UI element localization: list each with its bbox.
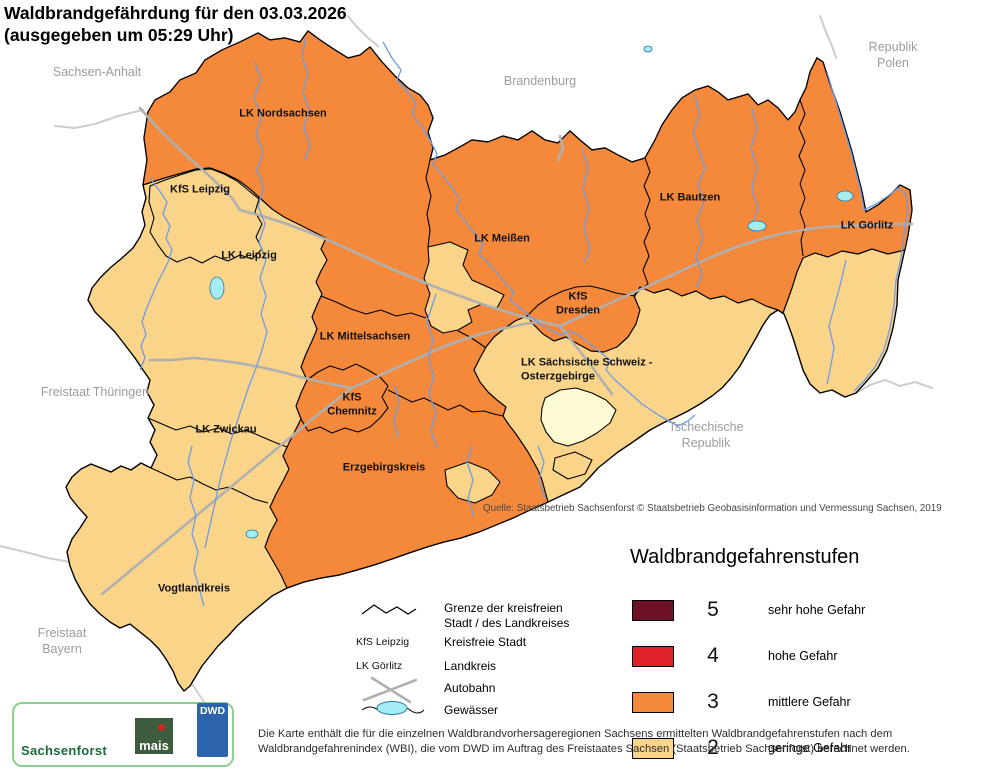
label-erzgebirgskreis: Erzgebirgskreis xyxy=(342,461,426,474)
legend-value-5: 5 xyxy=(707,598,719,621)
legend-swatch-2 xyxy=(632,737,674,759)
sachsenforst-logo-text: Sachsenforst xyxy=(21,743,107,758)
key-district-sample: LK Görlitz xyxy=(356,660,403,672)
legend-row-2: 2 geringe Gefahr xyxy=(630,736,980,759)
legend-row-3: 3 mittlere Gefahr xyxy=(630,690,980,713)
key-city-label: Kreisfreie Stadt xyxy=(444,635,527,649)
district-boundaries xyxy=(147,99,806,504)
dwd-logo: DWD xyxy=(197,703,228,757)
label-bautzen: LK Bautzen xyxy=(659,191,721,204)
label-nordsachsen: LK Nordsachsen xyxy=(239,107,327,120)
mais-logo: mais xyxy=(135,718,173,754)
key-boundary-glyph xyxy=(361,604,417,615)
key-water-label: Gewässer xyxy=(444,703,499,717)
legend-swatch-5 xyxy=(632,599,674,621)
label-thueringen: Freistaat Thüringen xyxy=(40,385,150,399)
legend-row-4: 4 hohe Gefahr xyxy=(630,644,980,667)
map-source-note: Quelle: Staatsbetrieb Sachsenforst © Sta… xyxy=(483,503,942,514)
legend-label-2: geringe Gefahr xyxy=(768,741,852,755)
legend-value-3: 3 xyxy=(707,690,719,713)
legend-label-3: mittlere Gefahr xyxy=(768,695,851,709)
title-line2: (ausgegeben um 05:29 Uhr) xyxy=(4,25,234,45)
level2-patches xyxy=(423,241,593,504)
legend-row-5: 5 sehr hohe Gefahr xyxy=(630,598,980,621)
legend-swatch-3 xyxy=(632,691,674,713)
legend-label-5: sehr hohe Gefahr xyxy=(768,603,866,617)
dwd-logo-text: DWD xyxy=(199,705,226,717)
key-autobahn-label: Autobahn xyxy=(444,681,496,695)
lakes xyxy=(209,45,854,539)
label-zwickau: LK Zwickau xyxy=(195,423,257,436)
rivers xyxy=(139,37,909,607)
label-saechsische-schweiz: LK Sächsische Schweiz - Osterzgebirge xyxy=(521,356,653,383)
label-tschechien: Tschechische Republik xyxy=(668,420,744,450)
label-lk-leipzig: LK Leipzig xyxy=(221,249,277,262)
key-district-label: Landkreis xyxy=(444,659,497,673)
key-boundary-label: Grenze der kreisfreien Stadt / des Landk… xyxy=(444,601,570,630)
label-meissen: LK Meißen xyxy=(474,232,530,245)
label-kfs-leipzig: KfS Leipzig xyxy=(170,183,230,196)
label-polen: Republik Polen xyxy=(868,40,918,70)
label-chemnitz: KfS Chemnitz xyxy=(327,391,377,418)
key-city-sample: KfS Leipzig xyxy=(356,636,410,648)
autobahn-lines xyxy=(100,106,914,596)
danger-legend: Waldbrandgefahrenstufen 5 sehr hohe Gefa… xyxy=(630,528,980,769)
label-mittelsachsen: LK Mittelsachsen xyxy=(319,330,411,343)
label-brandenburg: Brandenburg xyxy=(503,74,577,88)
label-dresden: KfS Dresden xyxy=(555,290,601,317)
mais-logo-text: mais xyxy=(139,738,169,753)
key-autobahn-glyph xyxy=(362,676,418,704)
region-level3-orange xyxy=(142,30,913,589)
label-vogtlandkreis: Vogtlandkreis xyxy=(158,582,230,595)
page-title: Waldbrandgefährdung für den 03.03.2026 (… xyxy=(4,2,347,46)
region-level1-pale xyxy=(540,387,617,447)
key-water-glyph xyxy=(361,701,425,715)
legend-label-4: hohe Gefahr xyxy=(768,649,838,663)
footer-note: Die Karte enthält die für die einzelnen … xyxy=(258,728,910,755)
legend-swatch-4 xyxy=(632,645,674,667)
label-bayern: Freistaat Bayern xyxy=(37,626,87,656)
legend-value-4: 4 xyxy=(707,644,719,667)
mais-red-dot-icon xyxy=(158,724,165,731)
legend-value-2: 2 xyxy=(707,736,719,759)
label-goerlitz: LK Görlitz xyxy=(840,219,894,232)
label-sachsen-anhalt: Sachsen-Anhalt xyxy=(52,65,142,79)
legend-title: Waldbrandgefahrenstufen xyxy=(630,546,860,568)
title-line1: Waldbrandgefährdung für den 03.03.2026 xyxy=(4,3,347,23)
